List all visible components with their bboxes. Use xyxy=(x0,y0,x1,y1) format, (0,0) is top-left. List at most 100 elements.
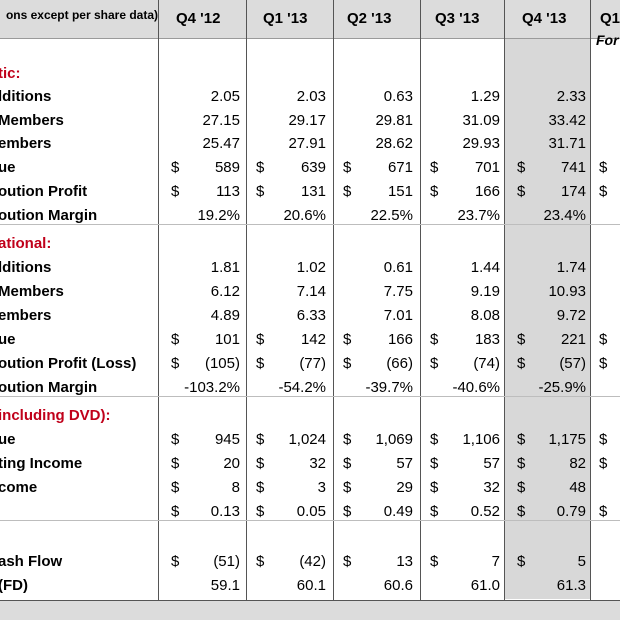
dollar-sign: $ xyxy=(430,183,439,200)
dollar-sign: $ xyxy=(430,431,439,448)
value-cell: (105) xyxy=(204,355,240,372)
value-cell: 9.72 xyxy=(556,307,586,324)
value-cell: 9.19 xyxy=(470,283,500,300)
table-row: (FD) 59.1 60.1 60.6 61.0 61.3 xyxy=(0,574,620,598)
dollar-sign: $ xyxy=(517,183,526,200)
value-cell: 32 xyxy=(309,455,326,472)
section-row: including DVD): xyxy=(0,404,620,428)
value-cell: 22.5% xyxy=(370,207,413,224)
dollar-sign: $ xyxy=(517,431,526,448)
row-divider xyxy=(0,520,620,521)
value-cell: 945 xyxy=(214,431,240,448)
value-cell: 61.3 xyxy=(556,577,586,594)
value-cell: 48 xyxy=(569,479,586,496)
value-cell: 28.62 xyxy=(375,135,413,152)
value-cell: 166 xyxy=(474,183,500,200)
table-row: oution Margin -103.2% -54.2% -39.7% -40.6% -2… xyxy=(0,376,620,400)
header-q1-13: Q1 '13 xyxy=(263,10,308,27)
value-cell: 7.75 xyxy=(383,283,413,300)
value-cell: 671 xyxy=(387,159,413,176)
value-cell: 174 xyxy=(560,183,586,200)
dollar-sign: $ xyxy=(430,159,439,176)
dollar-sign: $ xyxy=(256,159,265,176)
table-row: Members 6.12 7.14 7.75 9.19 10.93 xyxy=(0,280,620,304)
value-cell: 221 xyxy=(560,331,586,348)
dollar-sign: $ xyxy=(517,355,526,372)
table-row: ue $945 $1,024 $1,069 $1,106 $1,175 $ xyxy=(0,428,620,452)
row-label: ue xyxy=(0,331,16,348)
value-cell: 7.01 xyxy=(383,307,413,324)
value-cell: 1.74 xyxy=(556,259,586,276)
dollar-sign: $ xyxy=(343,159,352,176)
row-label: ash Flow xyxy=(0,553,63,570)
value-cell: 10.93 xyxy=(548,283,586,300)
value-cell: 6.33 xyxy=(296,307,326,324)
table-row: ting Income $20 $32 $57 $57 $82 $ xyxy=(0,452,620,476)
value-cell: 25.47 xyxy=(202,135,240,152)
value-cell: 639 xyxy=(300,159,326,176)
value-cell: 29.81 xyxy=(375,112,413,129)
value-cell: (42) xyxy=(299,553,326,570)
section-label: including DVD): xyxy=(0,407,111,424)
row-label: ue xyxy=(0,159,16,176)
header-q1-14-partial: Q1 xyxy=(600,10,620,27)
dollar-sign: $ xyxy=(171,331,180,348)
row-label: ue xyxy=(0,431,16,448)
value-cell: (57) xyxy=(559,355,586,372)
value-cell: 8.08 xyxy=(470,307,500,324)
dollar-sign-partial: $ xyxy=(599,431,608,448)
table-row: oution Profit $113 $131 $151 $166 $174 $ xyxy=(0,180,620,204)
column-divider xyxy=(333,0,334,600)
value-cell: 3 xyxy=(317,479,326,496)
dollar-sign: $ xyxy=(171,431,180,448)
section-row: ational: xyxy=(0,232,620,256)
dollar-sign: $ xyxy=(256,183,265,200)
row-label: oution Profit (Loss) xyxy=(0,355,137,372)
dollar-sign: $ xyxy=(343,479,352,496)
value-cell: 1.29 xyxy=(470,88,500,105)
dollar-sign: $ xyxy=(171,479,180,496)
value-cell: 1,024 xyxy=(288,431,326,448)
row-label: embers xyxy=(0,307,52,324)
value-cell: 2.05 xyxy=(210,88,240,105)
header-q3-13: Q3 '13 xyxy=(435,10,480,27)
dollar-sign: $ xyxy=(430,355,439,372)
value-cell: 23.7% xyxy=(457,207,500,224)
dollar-sign: $ xyxy=(517,331,526,348)
value-cell: 7.14 xyxy=(296,283,326,300)
value-cell: 59.1 xyxy=(210,577,240,594)
value-cell: 0.61 xyxy=(383,259,413,276)
column-divider xyxy=(246,0,247,600)
value-cell: 2.03 xyxy=(296,88,326,105)
value-cell: 0.13 xyxy=(210,503,240,520)
row-label: Members xyxy=(0,283,64,300)
value-cell: 131 xyxy=(300,183,326,200)
column-divider xyxy=(504,0,505,600)
value-cell: 0.49 xyxy=(383,503,413,520)
value-cell: -39.7% xyxy=(365,379,413,396)
table-row: $0.13 $0.05 $0.49 $0.52 $0.79 $ xyxy=(0,500,620,524)
dollar-sign: $ xyxy=(171,355,180,372)
value-cell: 1.44 xyxy=(470,259,500,276)
value-cell: 701 xyxy=(474,159,500,176)
value-cell: 1,106 xyxy=(462,431,500,448)
table-row: lditions 2.05 2.03 0.63 1.29 2.33 xyxy=(0,85,620,109)
table-row: oution Margin 19.2% 20.6% 22.5% 23.7% 23.4% xyxy=(0,204,620,228)
row-divider xyxy=(0,396,620,397)
value-cell: 27.91 xyxy=(288,135,326,152)
table-row: ue $589 $639 $671 $701 $741 $ xyxy=(0,156,620,180)
header-label: ons except per share data) xyxy=(5,8,158,22)
table-row: ash Flow $ (51) $ (42) $13 $7 $5 xyxy=(0,550,620,574)
value-cell: 151 xyxy=(387,183,413,200)
value-cell: 29 xyxy=(396,479,413,496)
value-cell: 1,069 xyxy=(375,431,413,448)
value-cell: 0.52 xyxy=(470,503,500,520)
value-cell: -25.9% xyxy=(538,379,586,396)
dollar-sign: $ xyxy=(517,553,526,570)
value-cell: 60.1 xyxy=(296,577,326,594)
table-row: embers 4.89 6.33 7.01 8.08 9.72 xyxy=(0,304,620,328)
dollar-sign: $ xyxy=(256,431,265,448)
dollar-sign: $ xyxy=(256,355,265,372)
dollar-sign-partial: $ xyxy=(599,331,608,348)
row-label: come xyxy=(0,479,38,496)
